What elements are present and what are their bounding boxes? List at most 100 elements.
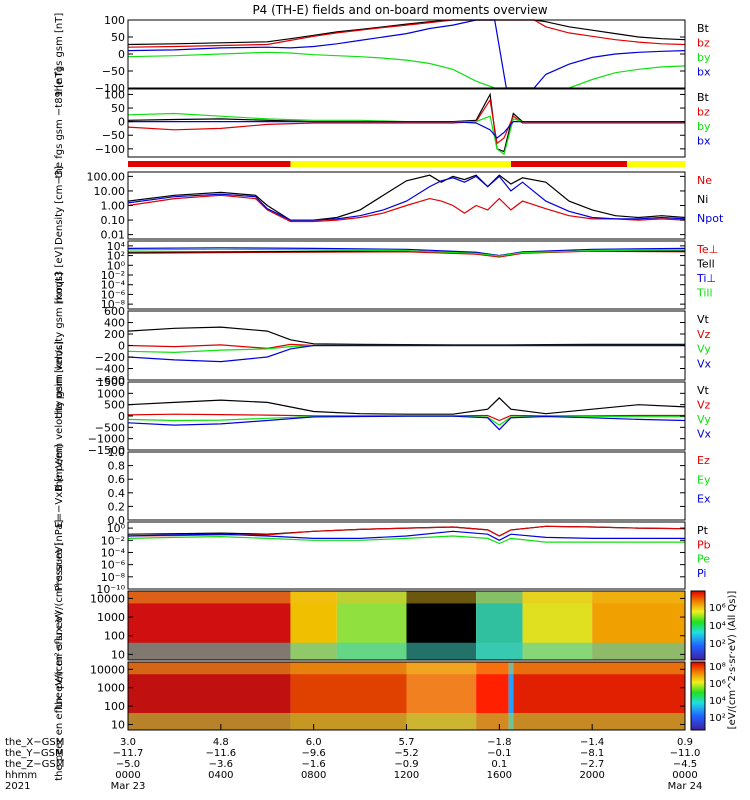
series-Vx bbox=[127, 415, 686, 431]
series-Ti⊥ bbox=[127, 247, 686, 257]
y-tick-label: 50 bbox=[111, 102, 125, 115]
panel-2: 100.00 10.00 1.000.10 0.01 Density [cm−3] Ne N… bbox=[54, 166, 724, 245]
x-row-value: 0000 bbox=[115, 770, 140, 781]
y-axis-label: Pressure [nPa] bbox=[54, 520, 65, 592]
y-axis-label: the fgs gsm [nT] bbox=[54, 13, 65, 96]
legend-Ti⊥: Ti⊥ bbox=[696, 272, 716, 285]
legend-Vy: Vy bbox=[697, 343, 711, 356]
y-tick-label: 1000 bbox=[97, 682, 125, 695]
y-tick-label: −600 bbox=[95, 374, 125, 387]
legend-Till: Till bbox=[696, 287, 713, 300]
colorbar-tick: 10⁶ bbox=[709, 603, 726, 614]
x-row-value: 0400 bbox=[208, 770, 233, 781]
series-Ne bbox=[127, 194, 686, 223]
status-bar bbox=[128, 161, 685, 167]
y-axis-label: Density [cm−3] bbox=[54, 166, 65, 245]
series-Ni bbox=[127, 174, 686, 221]
y-tick-label: 10000 bbox=[90, 663, 125, 676]
y-tick-label: −100 bbox=[95, 143, 125, 156]
colorbar-tick: 10² bbox=[709, 639, 726, 650]
y-axis-label: the peir en eflux eV/(cm²·s·sr·eV) bbox=[54, 542, 65, 708]
x-row-value: −0.9 bbox=[394, 759, 418, 770]
y-tick-label: 10.00 bbox=[94, 185, 126, 198]
y-tick-label: 0.01 bbox=[101, 229, 126, 242]
series-bx bbox=[128, 120, 685, 139]
status-segment bbox=[290, 161, 511, 167]
x-row-value: −11.0 bbox=[670, 748, 701, 759]
y-tick-label: 100 bbox=[104, 88, 125, 101]
y-tick-label: 10⁻⁴ bbox=[101, 546, 126, 559]
panel-8: 10000 1000 100 10 the peir en eflux eV/(cm²·… bbox=[54, 542, 686, 709]
legend-Pt: Pt bbox=[697, 524, 709, 537]
y-tick-label: 0.0 bbox=[108, 514, 126, 527]
y-tick-label: 0 bbox=[118, 116, 125, 129]
y-tick-label: 10⁰ bbox=[107, 259, 126, 272]
series-Till bbox=[127, 248, 686, 257]
colorbar-tick: 10⁶ bbox=[709, 679, 726, 690]
series-Pi bbox=[127, 530, 685, 541]
x-row-value: 5.7 bbox=[399, 737, 415, 748]
chart-title: P4 (TH-E) fields and on-board moments ov… bbox=[252, 3, 547, 17]
heatmap-band bbox=[508, 662, 514, 730]
y-tick-label: 100 bbox=[104, 14, 125, 27]
heatmap-high-energy bbox=[128, 662, 685, 675]
y-tick-label: −1500 bbox=[88, 444, 125, 457]
y-tick-label: 50 bbox=[111, 31, 125, 44]
status-segment bbox=[510, 161, 627, 167]
panel-frame bbox=[127, 88, 686, 158]
x-row-value: −5.0 bbox=[116, 759, 140, 770]
y-tick-label: 1.0 bbox=[108, 446, 126, 459]
y-tick-label: 10⁻⁸ bbox=[101, 298, 126, 311]
y-tick-label: 10⁻⁸ bbox=[101, 571, 126, 584]
x-row-label: the_X−GSM bbox=[5, 737, 64, 748]
y-tick-label: 400 bbox=[104, 317, 125, 330]
series-bz bbox=[127, 98, 685, 145]
x-row-label: the_Y−GSM bbox=[5, 748, 64, 759]
legend-Ne: Ne bbox=[697, 174, 712, 187]
series-Vx bbox=[127, 344, 685, 363]
x-row-value: 0.1 bbox=[491, 759, 507, 770]
x-row-label: 2021 bbox=[5, 781, 30, 792]
y-tick-label: −400 bbox=[95, 363, 125, 376]
y-tick-label: 10⁻⁴ bbox=[101, 279, 126, 292]
y-tick-label: −1000 bbox=[88, 433, 125, 446]
y-tick-label: −200 bbox=[95, 351, 125, 364]
panel-frame bbox=[127, 451, 686, 521]
x-row-value: −3.6 bbox=[209, 759, 233, 770]
y-tick-label: 1500 bbox=[97, 376, 125, 389]
y-tick-label: 600 bbox=[104, 305, 125, 318]
y-axis-label: the peer en eflux eV/(cm²·s·sr·eV) bbox=[54, 611, 65, 781]
panel-9: 10000 1000 100 10 the peer en eflux eV/(cm²·… bbox=[54, 611, 686, 781]
y-tick-label: 0.6 bbox=[108, 473, 126, 486]
legend-Pb: Pb bbox=[697, 538, 711, 551]
series-bx bbox=[127, 19, 686, 89]
legend-Vy: Vy bbox=[697, 413, 711, 426]
status-segment bbox=[626, 161, 685, 167]
legend-bx: bx bbox=[697, 66, 711, 79]
y-tick-label: 100.00 bbox=[87, 170, 126, 183]
legend-Ez: Ez bbox=[697, 454, 710, 467]
heatmap-high-energy bbox=[128, 591, 685, 604]
colorbar-label: [eV/(cm^2·s·sr·eV) (All Qs)] bbox=[727, 591, 738, 730]
panel-frame bbox=[127, 521, 686, 590]
y-tick-label: −500 bbox=[95, 421, 125, 434]
y-tick-label: 10000 bbox=[90, 592, 125, 605]
y-tick-label: 10 bbox=[111, 648, 125, 661]
colorbars: 10⁶ 10⁴ 10² 10⁸ 10⁶ 10⁴ 10² [eV/(cm^2·s·sr·eV) … bbox=[690, 590, 738, 731]
colorbar-tick: 10⁴ bbox=[709, 696, 726, 707]
y-tick-label: 10⁰ bbox=[107, 522, 126, 535]
panel-6: 1.00.80.60.40.20.0 E=−VxB [mV/m] Ez Ey Ex bbox=[54, 444, 711, 527]
legend-Pi: Pi bbox=[697, 567, 706, 580]
x-row-value: 3.0 bbox=[120, 737, 136, 748]
series-Npot bbox=[127, 175, 686, 221]
y-tick-label: 0.4 bbox=[108, 487, 126, 500]
y-tick-label: −100 bbox=[95, 82, 125, 95]
x-row-value: −8.1 bbox=[580, 748, 604, 759]
status-segment bbox=[128, 161, 291, 167]
colorbar-tick: 10² bbox=[709, 713, 726, 724]
legend-Vx: Vx bbox=[697, 357, 712, 370]
